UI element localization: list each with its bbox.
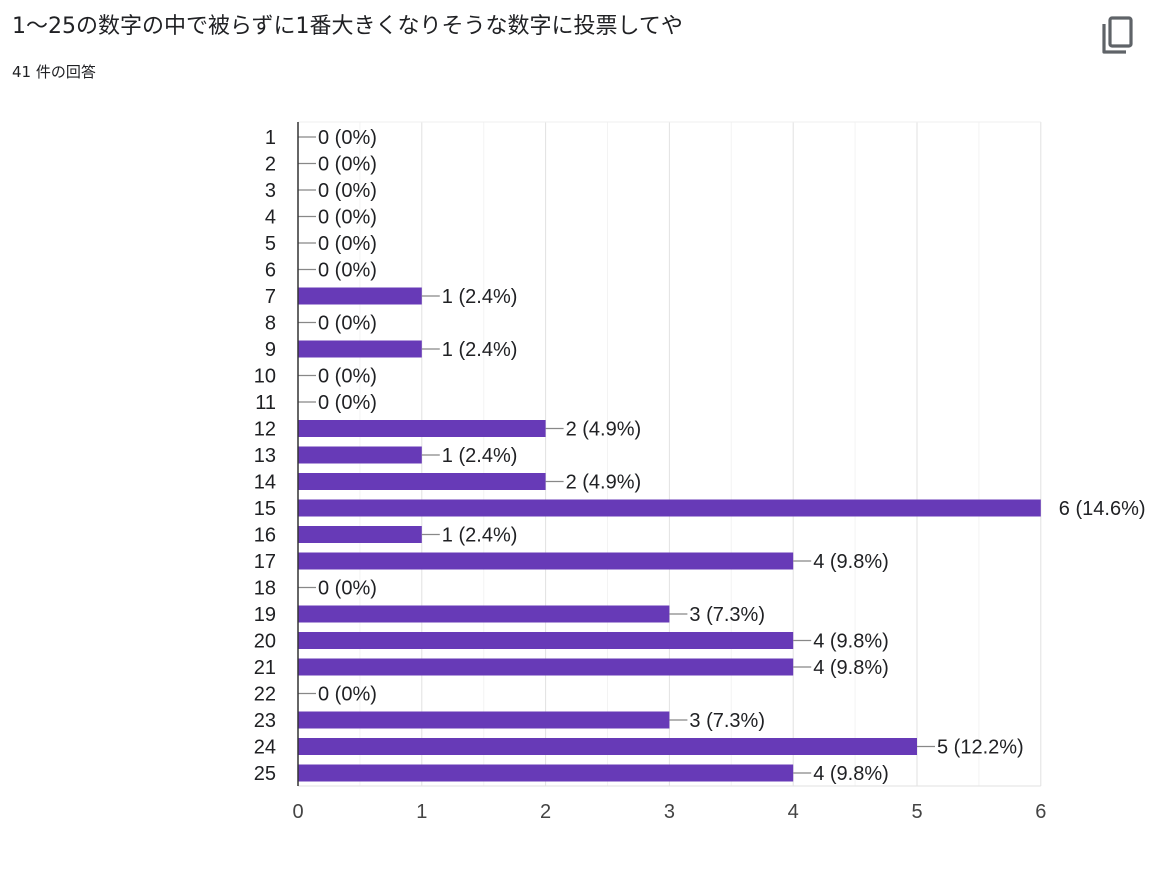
copy-icon[interactable] (1098, 14, 1138, 56)
data-label-6: 0 (0%) (318, 260, 377, 282)
data-label-7: 1 (2.4%) (442, 286, 518, 308)
data-label-25: 4 (9.8%) (813, 763, 889, 785)
x-tick-label-0: 0 (292, 801, 303, 823)
bar-25[interactable] (298, 764, 794, 782)
bar-21[interactable] (298, 658, 794, 676)
bar-17[interactable] (298, 552, 794, 570)
data-label-17: 4 (9.8%) (813, 551, 889, 573)
x-tick-label-3: 3 (664, 801, 675, 823)
category-label-17: 17 (254, 551, 276, 573)
question-title: 1〜25の数字の中で被らずに1番大きくなりそうな数字に投票してや (12, 14, 683, 39)
category-label-1: 1 (265, 127, 276, 149)
data-label-16: 1 (2.4%) (442, 525, 518, 547)
category-label-13: 13 (254, 445, 276, 467)
data-labels: 0 (0%) 0 (0%) 0 (0%) 0 (0%) 0 (0%) 0 (0%) 1 (2… (298, 127, 1146, 785)
bar-24[interactable] (298, 738, 917, 755)
data-label-3: 0 (0%) (318, 180, 377, 202)
bars (298, 287, 1041, 782)
data-label-8: 0 (0%) (318, 313, 377, 335)
data-label-12: 2 (4.9%) (566, 419, 642, 441)
data-label-21: 4 (9.8%) (813, 657, 889, 679)
bar-12[interactable] (298, 420, 546, 437)
bar-23[interactable] (298, 711, 670, 729)
category-label-15: 15 (254, 498, 276, 520)
data-label-23: 3 (7.3%) (689, 710, 765, 732)
data-label-5: 0 (0%) (318, 233, 377, 255)
category-label-19: 19 (254, 604, 276, 626)
data-label-1: 0 (0%) (318, 127, 377, 149)
data-label-19: 3 (7.3%) (689, 604, 765, 626)
data-label-14: 2 (4.9%) (566, 472, 642, 494)
bar-9[interactable] (298, 340, 422, 358)
x-tick-label-4: 4 (788, 801, 799, 823)
x-tick-label-6: 6 (1035, 801, 1046, 823)
bar-14[interactable] (298, 473, 546, 490)
category-label-23: 23 (254, 710, 276, 732)
category-label-7: 7 (265, 286, 276, 308)
category-label-9: 9 (265, 339, 276, 361)
x-tick-label-1: 1 (416, 801, 427, 823)
data-label-20: 4 (9.8%) (813, 631, 889, 653)
bar-16[interactable] (298, 526, 422, 543)
data-label-22: 0 (0%) (318, 684, 377, 706)
data-label-18: 0 (0%) (318, 578, 377, 600)
category-label-25: 25 (254, 763, 276, 785)
bar-19[interactable] (298, 605, 670, 623)
data-label-13: 1 (2.4%) (442, 445, 518, 467)
bar-7[interactable] (298, 287, 422, 305)
category-label-11: 11 (255, 392, 276, 414)
data-label-4: 0 (0%) (318, 207, 377, 229)
bar-20[interactable] (298, 632, 794, 649)
category-label-22: 22 (254, 684, 276, 706)
category-label-5: 5 (265, 233, 276, 255)
y-axis-labels: 1234567891011121314151617181920212223242… (254, 127, 276, 785)
category-label-8: 8 (265, 313, 276, 335)
data-label-9: 1 (2.4%) (442, 339, 518, 361)
category-label-21: 21 (254, 657, 276, 679)
category-label-16: 16 (254, 525, 276, 547)
data-label-10: 0 (0%) (318, 366, 377, 388)
category-label-2: 2 (265, 154, 276, 176)
category-label-18: 18 (254, 578, 276, 600)
bar-15[interactable] (298, 499, 1041, 517)
category-label-3: 3 (265, 180, 276, 202)
x-tick-label-2: 2 (540, 801, 551, 823)
response-count: 41 件の回答 (12, 63, 96, 81)
data-label-2: 0 (0%) (318, 154, 377, 176)
bar-13[interactable] (298, 446, 422, 464)
category-label-12: 12 (254, 419, 276, 441)
data-label-11: 0 (0%) (318, 392, 377, 414)
x-axis-ticks: 0 1 2 3 4 5 6 (292, 801, 1046, 823)
category-label-14: 14 (254, 472, 276, 494)
data-label-15: 6 (14.6%) (1059, 498, 1146, 520)
category-label-24: 24 (254, 737, 276, 759)
category-label-6: 6 (265, 260, 276, 282)
category-label-4: 4 (265, 207, 276, 229)
data-label-24: 5 (12.2%) (937, 737, 1024, 759)
x-tick-label-5: 5 (911, 801, 922, 823)
category-label-20: 20 (254, 631, 276, 653)
category-label-10: 10 (254, 366, 276, 388)
